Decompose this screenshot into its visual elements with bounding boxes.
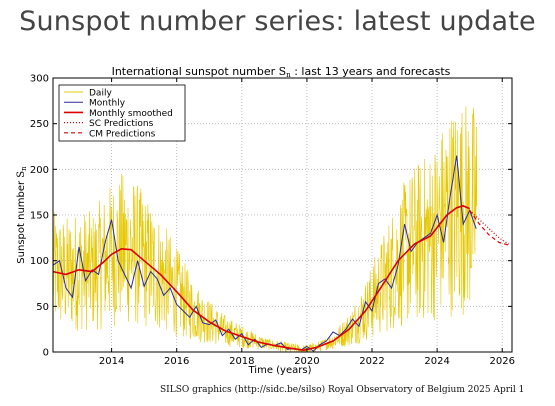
y-tick-label: 300 <box>30 74 49 85</box>
monthly-series <box>52 155 477 352</box>
y-tick-label: 0 <box>43 348 49 359</box>
page-title: Sunspot number series: latest update <box>19 6 536 37</box>
y-tick-label: 50 <box>36 302 49 313</box>
y-tick-label: 150 <box>30 211 49 222</box>
x-axis-label: Time (years) <box>248 365 312 376</box>
legend-label-cm: CM Predictions <box>89 129 156 139</box>
x-tick-label: 2024 <box>424 356 449 367</box>
x-tick-label: 2022 <box>359 356 384 367</box>
y-tick-label: 100 <box>30 256 49 267</box>
chart-title: International sunspot number Sn : last 1… <box>112 65 451 79</box>
x-tick-label: 2018 <box>229 356 254 367</box>
smoothed-line <box>52 205 471 352</box>
y-tick-label: 200 <box>30 165 49 176</box>
legend-label-sc: SC Predictions <box>89 119 154 129</box>
daily-line <box>52 106 478 353</box>
x-tick-label: 2014 <box>99 356 124 367</box>
x-tick-label: 2026 <box>490 356 515 367</box>
cm-prediction-line <box>469 210 509 246</box>
legend-label-monthly: Monthly <box>89 99 126 109</box>
prediction-series <box>469 209 510 246</box>
y-tick-label: 250 <box>30 119 49 130</box>
monthly-line <box>52 155 477 352</box>
credit-line: SILSO graphics (http://sidc.be/silso) Ro… <box>160 385 525 395</box>
legend-label-daily: Daily <box>89 89 112 99</box>
legend-label-smoothed: Monthly smoothed <box>89 109 173 119</box>
x-tick-label: 2016 <box>164 356 189 367</box>
x-tick-label: 2020 <box>294 356 319 367</box>
y-axis-label: Sunspot number Sn <box>16 166 28 264</box>
daily-series <box>52 106 478 353</box>
smoothed-series <box>52 205 471 352</box>
axes: 2014 2016 2018 2020 2022 2024 2026 0 50 100 150 200… <box>30 74 515 368</box>
